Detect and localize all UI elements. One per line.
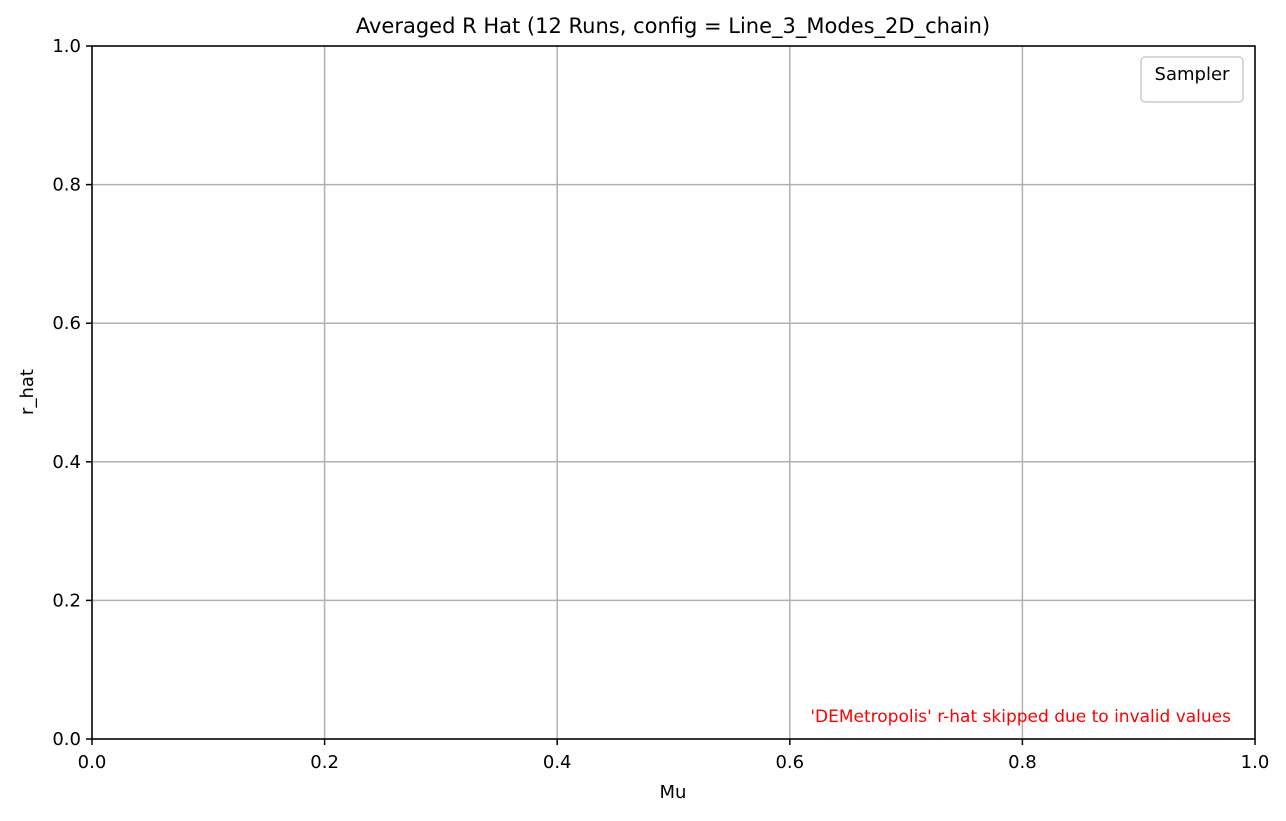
y-tick-label: 0.2 <box>52 590 81 611</box>
x-tick-label: 0.2 <box>310 752 339 773</box>
y-axis-label: r_hat <box>17 369 38 415</box>
plot-area <box>92 46 1255 739</box>
y-tick-label: 0.8 <box>52 175 81 196</box>
x-tick-label: 0.6 <box>775 752 804 773</box>
x-tick-label: 0.8 <box>1008 752 1037 773</box>
legend-title: Sampler <box>1155 64 1230 85</box>
plot-frame <box>91 45 1256 740</box>
y-tick-label: 1.0 <box>52 36 81 57</box>
axis-ticks: 0.0 0.2 0.4 0.6 0.8 1.0 0.0 0.2 0.4 0.6 0.8 1.0 <box>52 36 1269 773</box>
chart-title: Averaged R Hat (12 Runs, config = Line_3… <box>356 14 990 39</box>
y-tick-label: 0.6 <box>52 313 81 334</box>
x-tick-label: 1.0 <box>1241 752 1270 773</box>
y-tick-label: 0.0 <box>52 729 81 750</box>
x-tick-label: 0.0 <box>78 752 107 773</box>
x-tick-label: 0.4 <box>543 752 572 773</box>
legend-box <box>1140 56 1244 103</box>
legend: Sampler <box>1140 56 1244 103</box>
x-axis-label: Mu <box>660 782 687 803</box>
y-tick-label: 0.4 <box>52 452 81 473</box>
skip-annotation: 'DEMetropolis' r-hat skipped due to inva… <box>810 707 1231 727</box>
